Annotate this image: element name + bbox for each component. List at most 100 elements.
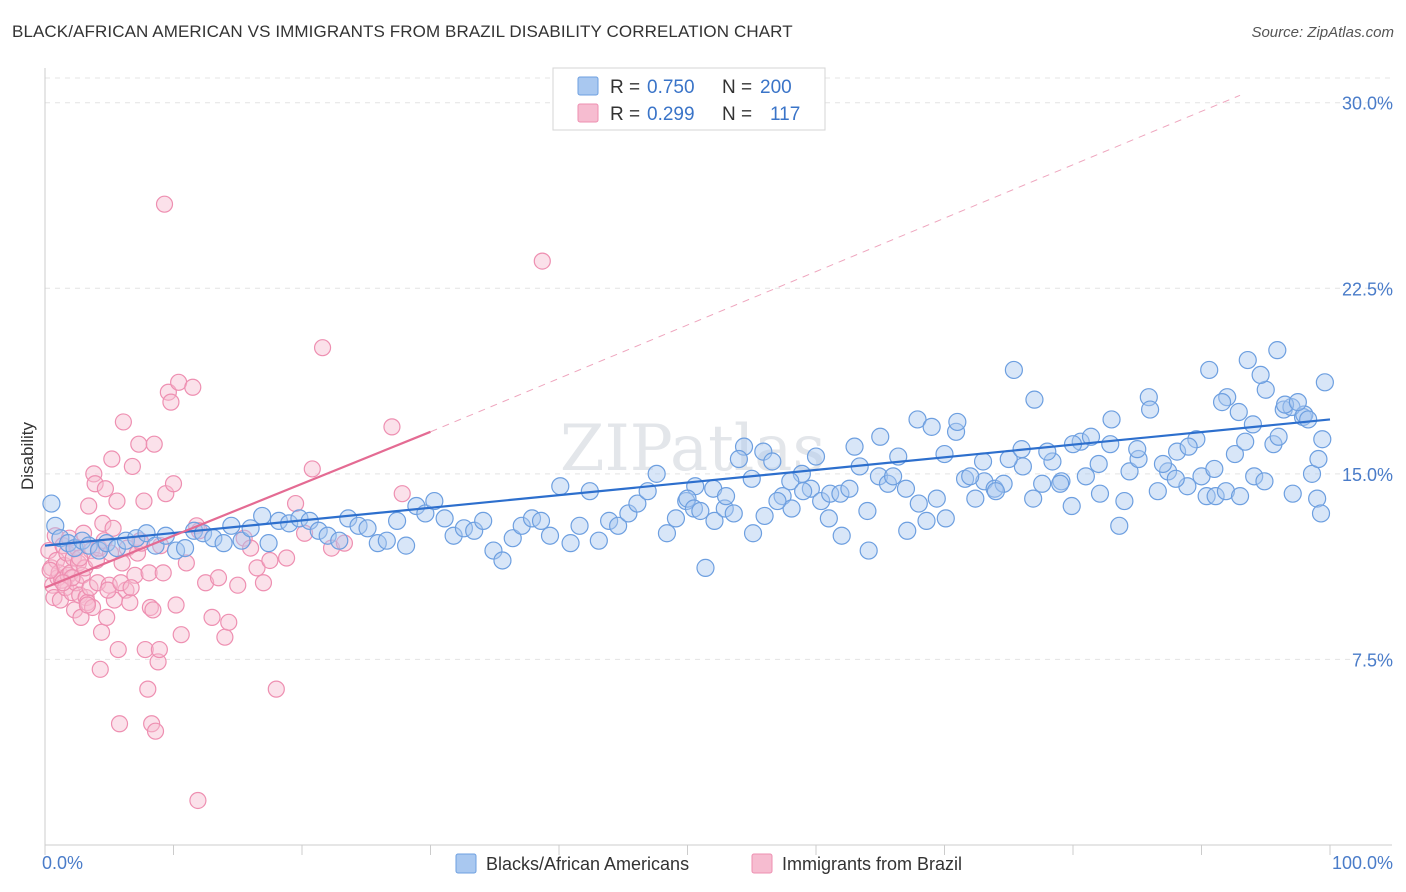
point-blacks <box>859 541 878 560</box>
bottom-legend-swatch-blacks <box>455 853 477 874</box>
point-blacks <box>1115 491 1134 511</box>
point-brazil <box>96 480 114 498</box>
point-brazil <box>86 475 104 493</box>
point-blacks <box>1148 482 1167 501</box>
bottom-legend-label-blacks: Blacks/African Americans <box>486 854 689 874</box>
point-blacks <box>986 482 1006 501</box>
point-blacks <box>570 516 589 535</box>
point-blacks <box>589 531 608 550</box>
point-blacks <box>819 509 838 528</box>
data-points <box>40 195 1334 810</box>
point-blacks <box>512 516 531 535</box>
point-brazil <box>154 564 172 582</box>
point-blacks <box>1167 442 1187 461</box>
point-brazil <box>172 626 190 644</box>
bottom-legend-swatch-brazil <box>751 853 773 874</box>
point-blacks <box>729 449 749 469</box>
point-blacks <box>330 531 349 550</box>
point-brazil <box>104 519 122 537</box>
point-blacks <box>1024 489 1043 508</box>
point-blacks <box>1268 341 1287 360</box>
point-blacks <box>1309 449 1328 469</box>
point-blacks <box>678 489 697 508</box>
point-blacks <box>1120 462 1139 481</box>
x-tick-label: 100.0% <box>1332 853 1393 873</box>
point-brazil <box>121 593 139 612</box>
point-brazil <box>155 195 174 213</box>
point-blacks <box>318 526 337 545</box>
point-brazil <box>203 608 221 626</box>
point-blacks <box>137 524 156 543</box>
point-brazil <box>335 534 354 552</box>
point-blacks <box>1315 373 1334 392</box>
point-brazil <box>41 561 59 579</box>
point-blacks <box>858 501 877 521</box>
point-brazil <box>140 564 158 582</box>
point-blacks <box>396 536 416 555</box>
tick-labels: 7.5% 15.0% 22.5% 30.0% 0.0% 100.0% <box>42 94 1393 873</box>
point-brazil <box>235 529 253 547</box>
legend-swatch-brazil <box>577 103 599 123</box>
point-blacks <box>936 509 955 528</box>
trend-lines <box>430 94 1241 433</box>
point-blacks <box>1110 516 1129 535</box>
point-blacks <box>493 551 512 570</box>
point-brazil <box>164 475 183 493</box>
point-brazil <box>177 554 195 572</box>
point-blacks <box>724 504 743 523</box>
point-blacks <box>763 452 782 471</box>
axes <box>44 68 1392 855</box>
point-blacks <box>425 491 444 511</box>
point-brazil <box>184 378 202 396</box>
point-blacks <box>922 417 941 436</box>
point-brazil <box>108 492 126 510</box>
point-blacks <box>1245 467 1264 486</box>
point-blacks <box>806 447 826 466</box>
point-brazil <box>197 574 215 592</box>
point-brazil <box>254 574 273 592</box>
point-blacks <box>1076 467 1095 486</box>
point-brazil <box>136 640 154 659</box>
legend-n-label-brazil: N = <box>722 104 752 125</box>
point-brazil <box>149 653 167 671</box>
point-brazil <box>533 252 551 270</box>
point-blacks <box>831 484 850 503</box>
point-blacks <box>1269 427 1288 446</box>
point-blacks <box>484 541 503 560</box>
point-blacks <box>1043 452 1062 471</box>
legend-r-value-brazil: 0.299 <box>647 104 695 125</box>
point-blacks <box>465 521 484 540</box>
point-blacks <box>755 506 774 526</box>
point-blacks <box>691 501 710 521</box>
point-blacks <box>309 521 328 540</box>
point-blacks <box>600 511 619 530</box>
point-blacks <box>821 484 840 503</box>
point-brazil <box>103 450 121 468</box>
point-blacks <box>1205 459 1224 479</box>
point-blacks <box>1311 504 1331 523</box>
point-blacks <box>1081 427 1101 446</box>
point-blacks <box>1308 489 1327 508</box>
point-blacks <box>666 509 686 528</box>
point-blacks <box>1179 437 1198 456</box>
point-blacks <box>1153 454 1173 474</box>
point-brazil <box>109 640 127 659</box>
point-brazil <box>286 494 305 513</box>
point-blacks <box>253 506 272 526</box>
point-brazil <box>112 574 130 592</box>
point-blacks <box>1313 430 1332 449</box>
point-blacks <box>845 437 864 456</box>
point-blacks <box>871 427 890 446</box>
point-brazil <box>99 581 117 599</box>
point-blacks <box>474 511 493 530</box>
point-blacks <box>917 511 936 530</box>
point-blacks <box>1140 400 1160 419</box>
point-blacks <box>259 534 278 553</box>
point-blacks <box>1238 350 1257 370</box>
point-blacks <box>1255 472 1274 491</box>
point-blacks <box>1229 402 1248 422</box>
bottom-legend-label-brazil: Immigrants from Brazil <box>782 854 962 874</box>
point-blacks <box>561 534 580 553</box>
point-blacks <box>503 529 522 548</box>
point-brazil <box>209 569 228 587</box>
